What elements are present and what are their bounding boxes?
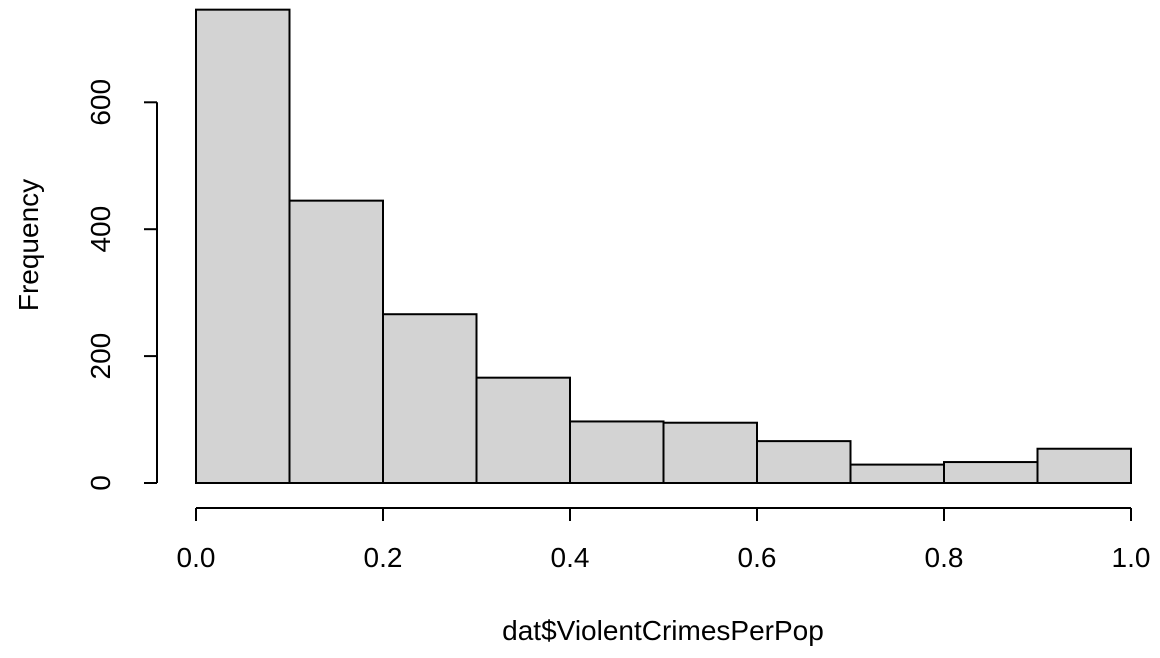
histogram-bars [195, 8, 1132, 485]
y-axis: 0 200 400 600 [85, 79, 158, 491]
histogram-bar-4 [569, 420, 665, 484]
x-tick-label-5: 1.0 [1112, 542, 1151, 573]
histogram-bar-2 [382, 313, 478, 484]
histogram-bar-1 [288, 199, 384, 485]
histogram-bar-8 [943, 461, 1039, 484]
x-tick-label-0: 0.0 [177, 542, 216, 573]
y-axis-label: Frequency [13, 179, 44, 311]
histogram-bar-3 [475, 376, 571, 485]
histogram-bar-7 [849, 463, 945, 484]
y-tick-label-0: 0 [85, 475, 116, 491]
x-tick-label-4: 0.8 [925, 542, 964, 573]
histogram-bar-9 [1036, 447, 1132, 484]
y-tick-label-2: 400 [85, 206, 116, 253]
histogram-bar-6 [756, 440, 852, 484]
x-axis-label: dat$ViolentCrimesPerPop [502, 615, 824, 646]
x-tick-label-3: 0.6 [738, 542, 777, 573]
y-tick-label-3: 600 [85, 79, 116, 126]
x-tick-label-2: 0.4 [551, 542, 590, 573]
histogram-bar-5 [662, 421, 758, 485]
y-tick-label-1: 200 [85, 333, 116, 380]
x-axis: 0.0 0.2 0.4 0.6 0.8 1.0 [177, 507, 1151, 573]
x-tick-label-1: 0.2 [364, 542, 403, 573]
histogram-bar-0 [195, 8, 291, 485]
